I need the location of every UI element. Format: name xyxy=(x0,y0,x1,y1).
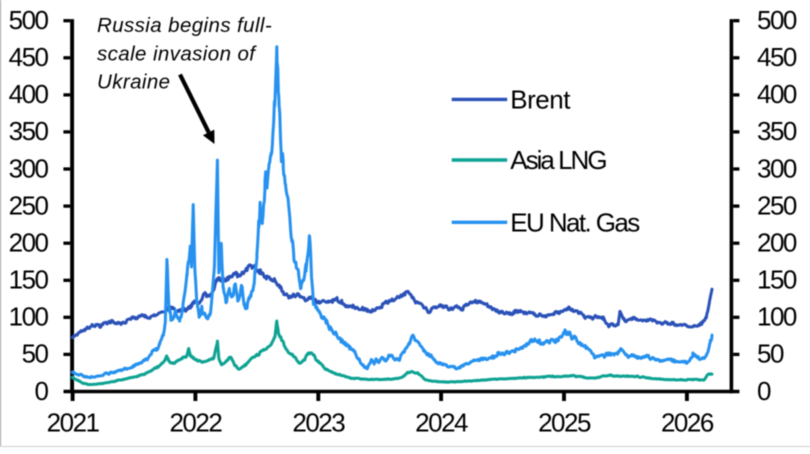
svg-text:300: 300 xyxy=(9,153,49,183)
svg-text:250: 250 xyxy=(757,190,797,220)
svg-text:150: 150 xyxy=(9,265,49,295)
svg-text:Brent: Brent xyxy=(510,85,571,115)
svg-text:0: 0 xyxy=(757,376,771,406)
svg-text:2023: 2023 xyxy=(292,407,345,437)
svg-text:2022: 2022 xyxy=(169,407,222,437)
svg-text:2026: 2026 xyxy=(661,407,714,437)
svg-text:400: 400 xyxy=(9,79,49,109)
svg-text:Ukraine: Ukraine xyxy=(97,71,170,94)
svg-text:250: 250 xyxy=(9,190,49,220)
svg-text:150: 150 xyxy=(757,265,797,295)
svg-text:2024: 2024 xyxy=(415,407,468,437)
svg-text:50: 50 xyxy=(757,339,784,369)
svg-text:300: 300 xyxy=(757,153,797,183)
svg-text:Russia begins full-: Russia begins full- xyxy=(97,14,272,37)
svg-text:2021: 2021 xyxy=(47,407,100,437)
svg-text:450: 450 xyxy=(757,42,797,72)
svg-text:100: 100 xyxy=(757,302,797,332)
svg-text:100: 100 xyxy=(9,302,49,332)
svg-text:450: 450 xyxy=(9,42,49,72)
svg-text:200: 200 xyxy=(757,228,797,258)
svg-text:350: 350 xyxy=(9,116,49,146)
svg-text:2025: 2025 xyxy=(538,407,591,437)
svg-text:200: 200 xyxy=(9,228,49,258)
svg-text:scale invasion of: scale invasion of xyxy=(97,42,257,65)
svg-text:500: 500 xyxy=(9,5,49,35)
svg-text:EU Nat. Gas: EU Nat. Gas xyxy=(510,208,640,238)
svg-text:400: 400 xyxy=(757,79,797,109)
svg-text:Asia LNG: Asia LNG xyxy=(510,145,606,175)
svg-text:50: 50 xyxy=(22,339,49,369)
svg-text:0: 0 xyxy=(35,376,49,406)
svg-text:500: 500 xyxy=(757,5,797,35)
svg-text:350: 350 xyxy=(757,116,797,146)
